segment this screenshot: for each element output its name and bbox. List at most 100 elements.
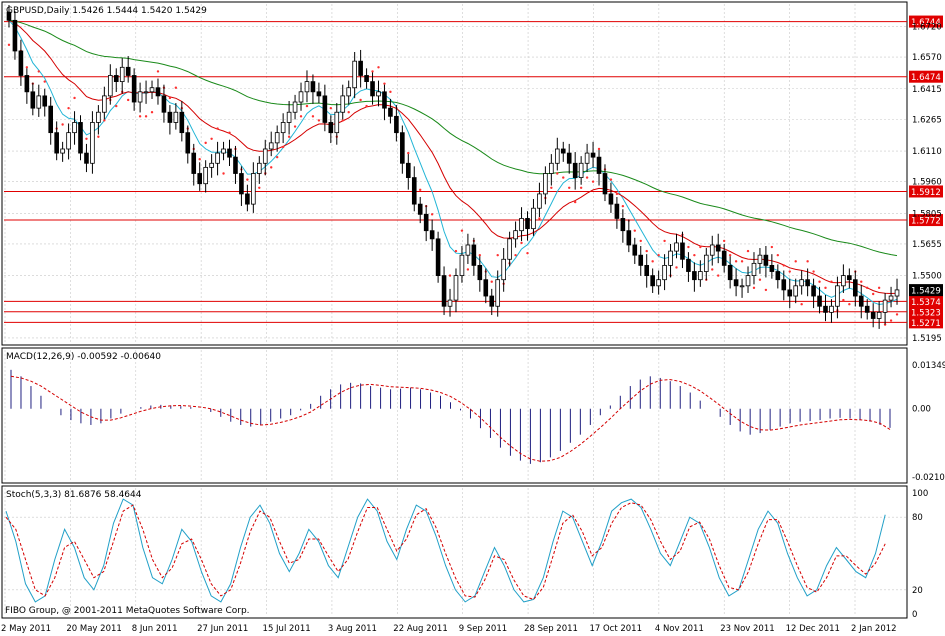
psar-dot xyxy=(520,241,523,245)
candle-body xyxy=(328,122,334,134)
candle-body xyxy=(703,254,709,272)
psar-dot xyxy=(150,111,154,114)
candle-body xyxy=(888,295,894,301)
psar-dot xyxy=(329,106,333,110)
psar-dot xyxy=(573,200,577,204)
psar-dot xyxy=(138,115,142,118)
psar-dot xyxy=(144,115,148,118)
x-tick-label: 12 Dec 2011 xyxy=(786,624,840,634)
stoch-y-tick: 20 xyxy=(912,586,923,596)
candle-body xyxy=(596,156,602,174)
candle-body xyxy=(48,105,54,134)
candle-body xyxy=(113,75,119,83)
candle-body xyxy=(304,81,310,93)
grid-lines xyxy=(4,4,907,616)
psar-dot xyxy=(693,253,696,257)
psar-dot xyxy=(67,106,70,110)
psar-dot xyxy=(478,253,482,257)
price-level-tag xyxy=(909,305,943,318)
psar-dot xyxy=(466,268,470,271)
candle-body xyxy=(513,230,518,240)
psar-dot xyxy=(228,131,231,134)
candle-body xyxy=(90,122,95,164)
candle-body xyxy=(131,75,137,103)
x-tick-label: 15 Jul 2011 xyxy=(263,624,311,634)
candle-body xyxy=(602,173,608,195)
psar-dot xyxy=(651,260,654,263)
psar-dot xyxy=(562,176,565,179)
psar-dot xyxy=(871,292,875,296)
stoch-y-tick: 0 xyxy=(912,610,917,620)
candle-body xyxy=(489,295,495,307)
x-axis-labels: 2 May 2011 20 May 2011 8 Jun 2011 27 Jun 20… xyxy=(1,624,897,634)
candle-body xyxy=(262,148,268,164)
candle-body xyxy=(18,50,24,76)
candle-body xyxy=(763,254,769,266)
candle-body xyxy=(876,311,882,319)
psar-dot xyxy=(550,186,553,189)
candle-body xyxy=(239,173,244,195)
psar-dot xyxy=(359,98,362,102)
candle-body xyxy=(334,111,340,134)
psar-dot xyxy=(842,298,845,302)
candle-body xyxy=(429,230,435,240)
psar-dot xyxy=(496,253,499,257)
candle-body xyxy=(441,275,447,307)
price-level-label: 1.6744 xyxy=(911,18,941,28)
candle-body xyxy=(572,162,578,178)
price-level-tag xyxy=(909,214,943,227)
psar-dot xyxy=(895,313,899,316)
candle-body xyxy=(209,162,214,168)
psar-dot xyxy=(794,260,797,263)
psar-dot xyxy=(407,151,410,155)
candle-body xyxy=(251,173,256,205)
psar-dot xyxy=(454,249,458,253)
price-level-tag xyxy=(909,316,943,329)
psar-dot xyxy=(287,135,291,138)
psar-dot xyxy=(782,264,785,267)
psar-dot xyxy=(275,155,279,159)
candle-body xyxy=(322,95,328,123)
candle-body xyxy=(590,152,596,158)
candle-body xyxy=(709,244,715,256)
stoch-panel-frame xyxy=(1,485,908,619)
candle-body xyxy=(60,148,65,154)
candle-body xyxy=(799,279,804,287)
price-level-label: 1.5374 xyxy=(911,298,941,308)
psar-dot xyxy=(526,251,529,255)
candle-body xyxy=(471,244,477,266)
psar-dot xyxy=(877,286,881,290)
candle-body xyxy=(84,152,89,164)
candle-body xyxy=(525,218,530,230)
candle-body xyxy=(233,156,238,174)
macd-signal-line xyxy=(10,375,891,462)
candle-body xyxy=(185,132,191,154)
psar-dot xyxy=(258,186,261,189)
psar-dot xyxy=(43,80,46,83)
psar-dot xyxy=(818,280,821,283)
psar-dot xyxy=(824,286,827,290)
psar-dot xyxy=(806,260,809,263)
stoch-y-tick: 100 xyxy=(912,489,928,499)
candle-body xyxy=(423,213,429,232)
psar-dot xyxy=(305,104,309,108)
psar-dot xyxy=(460,229,464,232)
candle-body xyxy=(453,275,459,301)
price-level-label: 1.5772 xyxy=(911,217,941,227)
psar-dot xyxy=(556,172,559,175)
psar-dot xyxy=(430,213,434,216)
candle-body xyxy=(119,66,125,83)
psar-dot xyxy=(800,302,803,306)
candle-body xyxy=(757,254,763,264)
x-tick-label: 23 Nov 2011 xyxy=(720,624,774,634)
psar-dot xyxy=(848,302,851,306)
price-level-label: 1.5323 xyxy=(911,308,941,318)
psar-dot xyxy=(764,288,768,292)
candle-body xyxy=(721,250,727,266)
candle-body xyxy=(435,238,441,277)
candle-body xyxy=(298,91,304,103)
psar-dot xyxy=(311,115,315,118)
psar-dot xyxy=(377,66,380,69)
candle-body xyxy=(125,66,131,76)
